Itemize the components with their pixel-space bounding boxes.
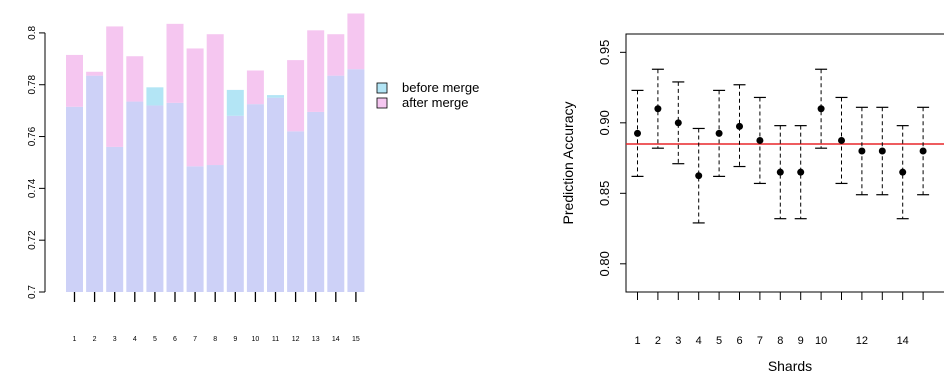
bar-excess-7 xyxy=(186,48,204,167)
point-14 xyxy=(899,168,907,176)
x-tick-label-3: 3 xyxy=(113,336,117,343)
bar-excess-10 xyxy=(246,70,264,105)
x-tick-label-12: 12 xyxy=(292,336,300,343)
point-7 xyxy=(756,136,764,144)
point-1 xyxy=(634,129,641,137)
point-5 xyxy=(715,129,723,137)
right-y-tick-label-1: 0.85 xyxy=(597,181,612,206)
bar-excess-5 xyxy=(146,87,164,106)
bar-overlap-15 xyxy=(347,69,365,292)
left-y-tick-label-2: 0.74 xyxy=(27,178,38,198)
bar-overlap-8 xyxy=(206,165,224,292)
point-8 xyxy=(776,168,784,176)
legend-swatch-after-merge xyxy=(376,97,388,109)
x-tick-label-11: 11 xyxy=(272,336,279,343)
point-4 xyxy=(695,172,703,180)
right-x-tick-label-12: 12 xyxy=(856,335,868,347)
right-x-tick-label-8: 8 xyxy=(777,335,783,347)
right-y-tick-label-2: 0.90 xyxy=(597,110,612,135)
point-9 xyxy=(797,168,805,176)
right-y-tick-label-0: 0.80 xyxy=(597,251,612,276)
x-tick-label-7: 7 xyxy=(193,336,197,343)
right-x-tick-label-4: 4 xyxy=(696,335,702,347)
legend-label-before-merge: before merge xyxy=(402,80,479,95)
left-y-tick-label-1: 0.72 xyxy=(27,230,38,250)
bar-overlap-1 xyxy=(66,106,83,292)
bar-excess-8 xyxy=(206,34,224,166)
y-axis-title: Prediction Accuracy xyxy=(560,102,576,225)
x-tick-label-14: 14 xyxy=(332,336,340,343)
bar-overlap-5 xyxy=(146,105,164,292)
right-errorbar-chart: 1 2 3 4 5 6 7 8 9 10 12 140.800.850.900.95ShardsPre… xyxy=(560,33,944,374)
bar-overlap-14 xyxy=(327,75,345,292)
right-x-tick-label-7: 7 xyxy=(757,335,763,347)
point-15 xyxy=(919,147,927,155)
bar-overlap-6 xyxy=(166,102,184,292)
x-tick-label-9: 9 xyxy=(233,336,237,343)
right-x-tick-label-5: 5 xyxy=(716,335,722,347)
legend-swatch-before-merge xyxy=(376,82,388,94)
bar-excess-4 xyxy=(126,56,144,102)
bar-overlap-12 xyxy=(287,131,305,292)
plot-frame xyxy=(625,33,944,293)
left-y-tick-label-3: 0.76 xyxy=(27,126,38,146)
point-3 xyxy=(674,119,682,127)
x-tick-label-15: 15 xyxy=(352,336,360,343)
x-tick-label-4: 4 xyxy=(133,336,137,343)
legend-label-after-merge: after merge xyxy=(402,95,468,110)
right-y-tick-label-3: 0.95 xyxy=(597,40,612,65)
left-y-tick-label-5: 0.8 xyxy=(27,26,38,40)
x-tick-label-13: 13 xyxy=(312,336,320,343)
right-x-tick-label-14: 14 xyxy=(897,335,909,347)
x-tick-label-8: 8 xyxy=(213,336,217,343)
point-2 xyxy=(654,105,662,113)
bar-excess-9 xyxy=(226,89,244,116)
bar-overlap-3 xyxy=(106,146,124,292)
bar-excess-2 xyxy=(86,71,104,76)
x-tick-label-6: 6 xyxy=(173,336,177,343)
bar-excess-11 xyxy=(267,95,284,98)
bar-excess-15 xyxy=(347,13,365,70)
x-tick-label-1: 1 xyxy=(73,336,77,343)
bar-overlap-13 xyxy=(307,111,325,292)
right-x-tick-label-6: 6 xyxy=(736,335,742,347)
point-12 xyxy=(858,147,866,155)
bar-excess-1 xyxy=(66,54,83,107)
bar-overlap-2 xyxy=(86,75,104,292)
bar-overlap-4 xyxy=(126,101,144,293)
point-6 xyxy=(736,122,743,130)
point-11 xyxy=(838,136,845,144)
bar-excess-6 xyxy=(166,23,184,103)
legend: before merge after merge xyxy=(376,80,479,110)
left-y-tick-label-0: 0.7 xyxy=(27,285,38,299)
x-axis-title: Shards xyxy=(768,358,812,374)
bar-excess-13 xyxy=(307,30,325,112)
point-10 xyxy=(817,105,825,113)
right-x-tick-label-1: 1 xyxy=(634,335,640,347)
right-x-tick-label-3: 3 xyxy=(675,335,681,347)
right-x-tick-label-9: 9 xyxy=(798,335,804,347)
x-tick-label-2: 2 xyxy=(93,336,97,343)
bar-overlap-7 xyxy=(186,166,204,292)
right-x-tick-label-2: 2 xyxy=(655,335,661,347)
bar-overlap-10 xyxy=(246,104,264,292)
bar-excess-14 xyxy=(327,34,345,76)
x-tick-label-5: 5 xyxy=(153,336,157,343)
point-13 xyxy=(878,147,886,155)
bar-excess-3 xyxy=(106,26,124,147)
left-y-tick-label-4: 0.78 xyxy=(27,75,38,95)
left-bar-chart: 1 2 3 4 5 6 7 8 9 10 11 12 13 14 150.70.720.740.760.78… xyxy=(27,13,365,343)
x-tick-label-10: 10 xyxy=(252,336,260,343)
bar-excess-12 xyxy=(287,60,305,132)
bar-overlap-11 xyxy=(267,97,284,292)
bar-overlap-9 xyxy=(226,115,244,293)
right-x-tick-label-10: 10 xyxy=(815,335,827,347)
